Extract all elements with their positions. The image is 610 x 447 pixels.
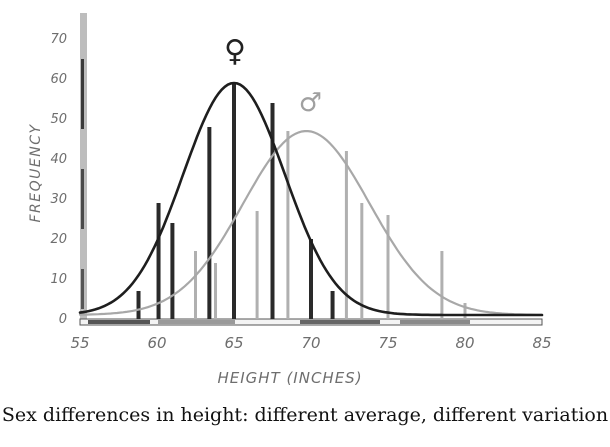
y-tick-label: 40 <box>50 152 67 167</box>
male-bar <box>386 215 390 319</box>
male-bar <box>255 211 259 319</box>
female-bar <box>270 103 275 319</box>
y-axis-shading <box>81 169 84 229</box>
x-tick-label: 80 <box>455 334 474 352</box>
y-axis-shading <box>81 59 84 129</box>
female-bar <box>170 223 175 319</box>
female-bar <box>309 239 313 319</box>
x-axis-shading <box>400 320 470 324</box>
y-axis-shading <box>81 269 84 309</box>
x-axis-label: HEIGHT (INCHES) <box>217 369 362 387</box>
x-tick-label: 70 <box>301 334 320 352</box>
male-bar <box>440 251 444 319</box>
y-tick-label: 20 <box>50 232 67 247</box>
male-bar <box>463 303 467 319</box>
y-tick-label: 10 <box>50 272 67 287</box>
y-tick-label: 30 <box>50 192 67 207</box>
male-distribution-curve <box>78 130 544 316</box>
male-bar <box>194 251 197 319</box>
x-axis-shading <box>158 320 235 324</box>
x-tick-label: 65 <box>224 334 243 352</box>
male-bar <box>214 263 218 319</box>
x-tick-label: 85 <box>532 334 551 352</box>
male-bar <box>286 131 290 319</box>
x-tick-label: 55 <box>70 334 89 352</box>
male-bar <box>360 203 364 319</box>
x-tick-label: 75 <box>378 334 397 352</box>
female-distribution-curve <box>78 81 544 317</box>
female-bar <box>156 203 161 319</box>
female-bar <box>232 83 236 319</box>
male-symbol: ♂ <box>299 88 322 118</box>
y-tick-label: 50 <box>50 112 67 127</box>
x-axis-shading <box>300 320 380 324</box>
y-tick-label: 0 <box>59 312 67 327</box>
figure-caption: Sex differences in height: different ave… <box>1 404 609 426</box>
x-axis-shading <box>88 320 150 324</box>
x-tick-label: 60 <box>147 334 166 352</box>
plot-area: 0 10 20 30 40 50 60 70 55 60 65 70 75 80 85 ♀ ♂ <box>50 13 552 352</box>
male-bar <box>344 151 348 319</box>
female-bar <box>207 127 212 319</box>
female-bar <box>136 291 141 319</box>
female-bar <box>330 291 335 319</box>
y-tick-label: 60 <box>50 72 67 87</box>
y-tick-label: 70 <box>50 32 67 47</box>
female-symbol: ♀ <box>224 34 246 69</box>
y-axis-label: FREQUENCY <box>28 123 44 222</box>
y-axis-line <box>80 13 87 323</box>
